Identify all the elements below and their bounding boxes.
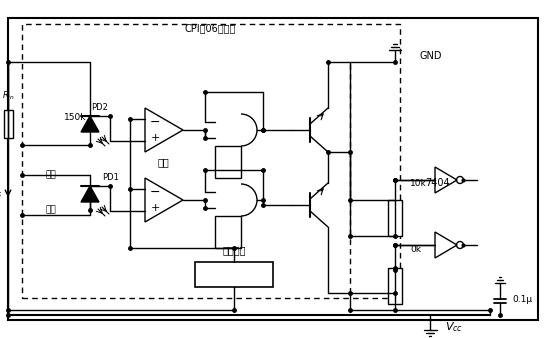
Bar [8,18,538,320]
Text: $I_s$: $I_s$ [0,186,2,200]
Text: CPI、06的框图: CPI、06的框图 [185,23,236,33]
Polygon shape [81,116,99,132]
Text: 10k: 10k [410,178,427,188]
Text: −: − [150,116,160,128]
Text: $R_{in}$: $R_{in}$ [2,90,15,102]
Text: +: + [150,133,160,143]
Bar [195,262,273,287]
Text: 0.1μ: 0.1μ [512,295,532,305]
Text: PD2: PD2 [91,102,108,112]
Text: −: − [150,186,160,198]
Bar [215,216,241,248]
Text: 阳极: 阳极 [45,170,56,179]
Text: $V_{cc}$: $V_{cc}$ [445,320,463,334]
Text: 150k: 150k [64,114,87,122]
Bar [388,268,402,304]
Text: +: + [150,203,160,213]
Text: PD1: PD1 [102,172,119,182]
Text: 稳压电路: 稳压电路 [222,245,246,255]
Text: 阴极: 阴极 [45,206,56,215]
Text: 7404: 7404 [425,178,450,188]
Bar [215,146,241,178]
Text: 运放: 运放 [157,157,169,167]
Bar [4,110,13,138]
Text: 0k: 0k [410,245,421,255]
Text: GND: GND [420,51,442,61]
Bar [388,200,402,236]
Polygon shape [81,186,99,202]
Bar [22,24,400,298]
